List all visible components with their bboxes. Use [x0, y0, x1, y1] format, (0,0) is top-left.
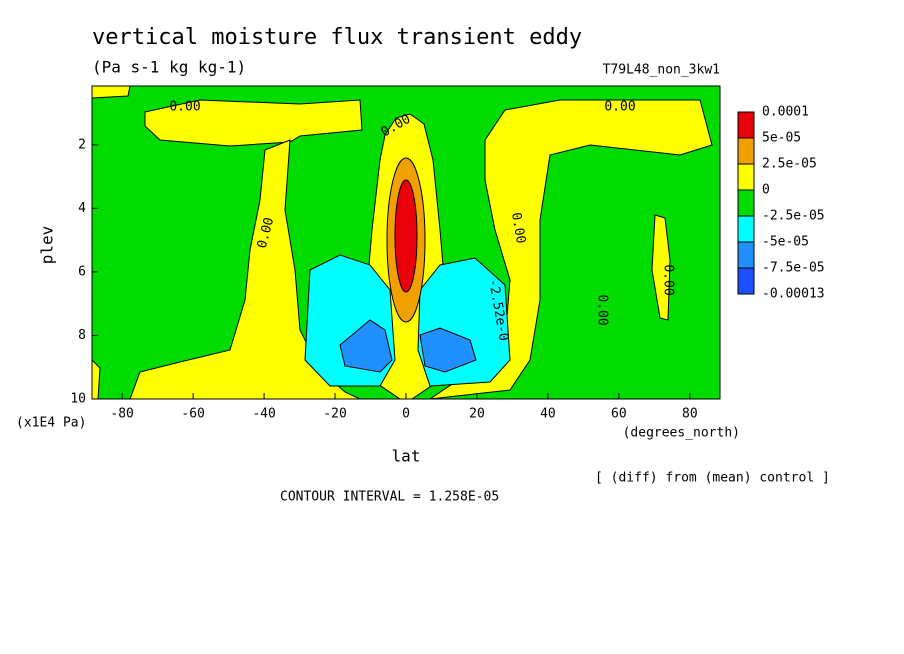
colorbar-box: [737, 137, 755, 165]
x-tick-label: 20: [469, 407, 485, 422]
contour-label: 0.00: [508, 211, 528, 244]
contour-region: [339, 319, 393, 373]
note: [ (diff) from (mean) control ]: [595, 471, 830, 486]
x-tick-label: -20: [323, 407, 346, 422]
x-tick-label: -40: [252, 407, 275, 422]
colorbar-label: 0.0001: [762, 105, 809, 120]
x-tick-label: -80: [110, 407, 133, 422]
contour-region: [651, 214, 671, 321]
y-tick-label: 6: [78, 264, 86, 279]
colorbar-box: [737, 215, 755, 243]
contour-label: 0.00: [661, 264, 676, 295]
colorbar-label: -0.00013: [762, 287, 825, 302]
colorbar-box: [737, 111, 755, 139]
contour-region: [92, 86, 131, 99]
subtitle: (Pa s-1 kg kg-1): [92, 58, 246, 77]
contour-label: 0.00: [604, 100, 635, 115]
colorbar-label: 2.5e-05: [762, 157, 817, 172]
contour-region: [92, 359, 101, 399]
contour-region: [429, 99, 713, 399]
x-tick-label: 80: [682, 407, 698, 422]
contour-label: 0.00: [595, 294, 610, 325]
y-axis-label: plev: [38, 226, 57, 265]
field: [92, 86, 720, 399]
run-label: T79L48_non_3kw1: [603, 63, 720, 78]
y-tick-label: 8: [78, 328, 86, 343]
y-tick-label: 2: [78, 137, 86, 152]
contour-interval: CONTOUR INTERVAL = 1.258E-05: [280, 490, 499, 505]
colorbar-box: [737, 267, 755, 295]
y-tick-label: 10: [70, 392, 86, 407]
x-tick-label: 40: [540, 407, 556, 422]
contour-region: [419, 327, 477, 373]
x-tick-label: 60: [611, 407, 627, 422]
colorbar-label: -7.5e-05: [762, 261, 825, 276]
x-units: (degrees_north): [623, 426, 740, 441]
contour-region: [394, 179, 418, 293]
colorbar-label: 5e-05: [762, 131, 801, 146]
chart-title: vertical moisture flux transient eddy: [92, 25, 582, 50]
colorbar-box: [737, 163, 755, 191]
colorbar-label: -5e-05: [762, 235, 809, 250]
x-tick-label: -60: [181, 407, 204, 422]
colorbar-label: -2.5e-05: [762, 209, 825, 224]
contour-label: 0.00: [169, 100, 200, 115]
x-tick-label: 0: [402, 407, 410, 422]
contour-region: [144, 99, 363, 147]
y-tick-label: 4: [78, 201, 86, 216]
x-axis-label: lat: [392, 447, 421, 466]
colorbar-box: [737, 241, 755, 269]
colorbar-box: [737, 189, 755, 217]
contour-region: [129, 139, 361, 399]
colorbar-label: 0: [762, 183, 770, 198]
y-units: (x1E4 Pa): [16, 416, 86, 431]
